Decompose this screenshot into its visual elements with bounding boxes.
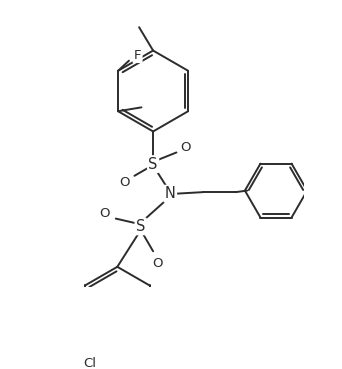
Text: O: O [99,207,109,220]
Text: Cl: Cl [83,357,96,369]
Text: O: O [153,257,163,270]
Text: S: S [148,156,158,172]
Text: F: F [134,49,141,62]
Text: O: O [181,141,191,154]
Text: O: O [119,176,130,189]
Text: S: S [136,219,145,234]
Text: N: N [165,186,176,201]
